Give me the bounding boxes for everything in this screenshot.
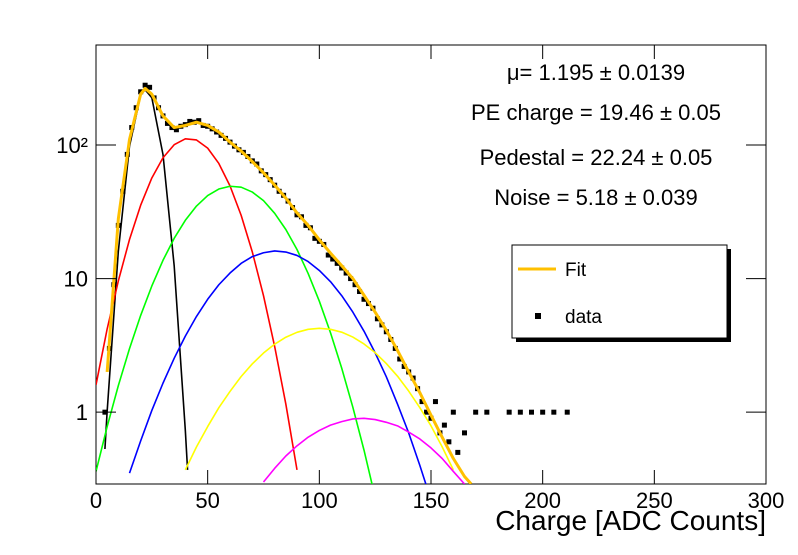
data-point xyxy=(339,265,345,271)
data-point xyxy=(352,282,358,288)
data-point xyxy=(450,409,456,415)
y-tick-label: 10 xyxy=(64,267,88,292)
legend xyxy=(511,244,728,339)
data-point xyxy=(455,449,461,455)
data-point xyxy=(361,296,367,302)
data-point xyxy=(529,409,534,415)
data-point xyxy=(432,399,438,405)
fit-curve xyxy=(105,86,473,484)
data-point xyxy=(517,409,523,415)
data-point xyxy=(374,316,380,322)
x-axis-label: Charge [ADC Counts] xyxy=(495,505,766,536)
data-point xyxy=(187,118,193,124)
data-point xyxy=(441,422,447,428)
component-curve xyxy=(96,138,298,470)
data-point xyxy=(330,256,336,262)
data-point xyxy=(540,409,546,415)
annotation: Noise = 5.18 ± 0.039 xyxy=(494,185,698,210)
data-point xyxy=(397,356,403,362)
x-tick-label: 100 xyxy=(301,488,338,513)
annotation: μ= 1.195 ± 0.0139 xyxy=(507,60,685,85)
data-point xyxy=(564,409,570,415)
data-point xyxy=(303,222,309,228)
data-point xyxy=(334,260,340,266)
annotations: μ= 1.195 ± 0.0139 PE charge = 19.46 ± 0.0… xyxy=(471,60,721,210)
plot-area xyxy=(96,82,570,484)
data-point xyxy=(312,235,318,241)
component-curve xyxy=(96,185,373,484)
data-point xyxy=(473,409,479,415)
x-tick-label: 200 xyxy=(524,488,561,513)
data-point xyxy=(424,409,430,415)
x-tick-label: 50 xyxy=(195,488,219,513)
x-tick-label: 300 xyxy=(748,488,785,513)
x-tick-label: 0 xyxy=(90,488,102,513)
data-point xyxy=(419,399,425,405)
data-point xyxy=(325,252,331,258)
component-curve xyxy=(128,250,427,484)
data-point xyxy=(348,276,354,282)
data-point xyxy=(147,84,153,90)
axes: 0 50 100 150 200 250 300 1 10 10² xyxy=(56,45,784,513)
annotation: PE charge = 19.46 ± 0.05 xyxy=(471,100,721,125)
legend-entries: Fit data xyxy=(518,260,602,328)
data-point xyxy=(462,430,467,436)
data-point xyxy=(164,120,170,126)
component-curve xyxy=(262,417,466,484)
data-point xyxy=(196,118,202,124)
data-point xyxy=(357,289,363,295)
data-point xyxy=(142,82,148,88)
data-point xyxy=(446,439,452,445)
x-tick-label: 250 xyxy=(636,488,673,513)
data-point xyxy=(506,409,512,415)
component-curve xyxy=(184,327,455,471)
data-point xyxy=(551,409,557,415)
data-point xyxy=(169,125,175,131)
data-point xyxy=(484,409,490,415)
legend-label: Fit xyxy=(565,260,587,281)
y-tick-label: 1 xyxy=(76,400,88,425)
legend-marker xyxy=(535,313,541,319)
data-point xyxy=(173,127,179,133)
legend-label: data xyxy=(565,307,602,328)
annotation: Pedestal = 22.24 ± 0.05 xyxy=(480,145,713,170)
x-tick-label: 150 xyxy=(413,488,450,513)
y-tick-label: 10² xyxy=(56,133,88,158)
